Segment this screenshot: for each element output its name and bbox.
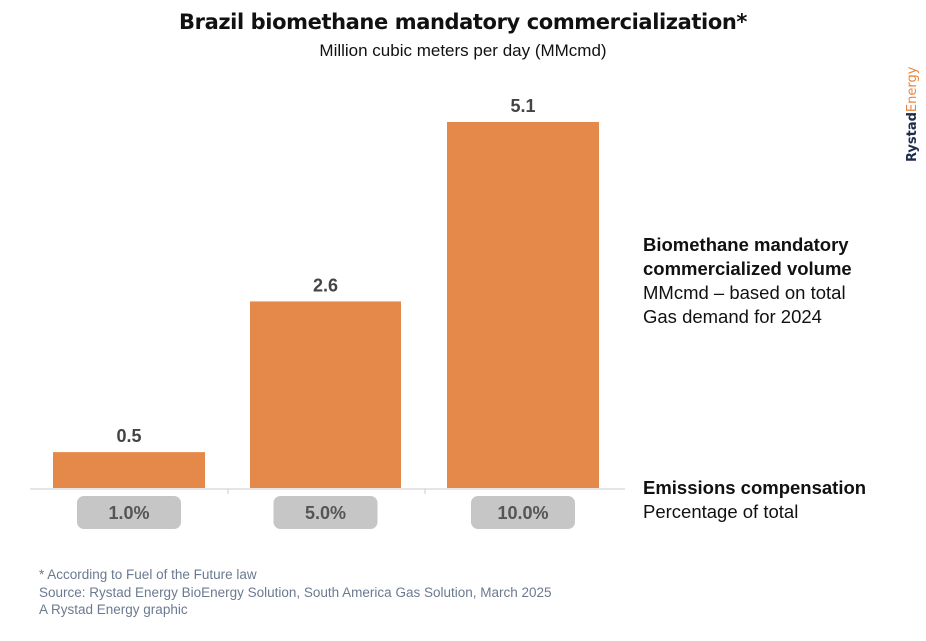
credit-note: A Rystad Energy graphic <box>39 602 188 617</box>
volume-description-line-2: Gas demand for 2024 <box>643 306 822 327</box>
category-pill-3 <box>471 496 575 529</box>
category-label-3: 10.0% <box>497 503 548 523</box>
volume-heading-line-2: commercialized volume <box>643 258 852 279</box>
emissions-heading: Emissions compensation <box>643 477 867 498</box>
bar-value-label-3: 5.1 <box>510 96 535 116</box>
bar-3 <box>447 122 599 488</box>
chart-title: Brazil biomethane mandatory commercializ… <box>179 10 747 34</box>
bar-chart: 0.5 1.0% 2.6 5.0% 5.1 10.0% <box>30 96 625 529</box>
volume-description-line-1: MMcmd – based on total <box>643 282 846 303</box>
source-note: Source: Rystad Energy BioEnergy Solution… <box>39 584 552 600</box>
volume-heading-line-1: Biomethane mandatory <box>643 234 849 255</box>
emissions-legend: Emissions compensation Percentage of tot… <box>643 476 913 524</box>
category-pill-1 <box>77 496 181 529</box>
bar-1 <box>53 452 205 488</box>
emissions-description: Percentage of total <box>643 501 799 522</box>
bar-value-label-1: 0.5 <box>116 426 141 446</box>
footer: * According to Fuel of the Future law So… <box>39 566 552 619</box>
brand-logo-part-2: Energy <box>905 66 920 113</box>
bar-2 <box>250 301 401 488</box>
bar-value-label-2: 2.6 <box>313 275 338 295</box>
volume-legend: Biomethane mandatory commercialized volu… <box>643 233 913 329</box>
brand-logo: RystadEnergy <box>905 67 920 162</box>
category-label-1: 1.0% <box>108 503 149 523</box>
brand-logo-part-1: Rystad <box>905 112 920 162</box>
category-label-2: 5.0% <box>305 503 346 523</box>
chart-subtitle: Million cubic meters per day (MMcmd) <box>319 41 607 60</box>
footnote: * According to Fuel of the Future law <box>39 567 257 582</box>
category-pill-2 <box>273 496 378 529</box>
